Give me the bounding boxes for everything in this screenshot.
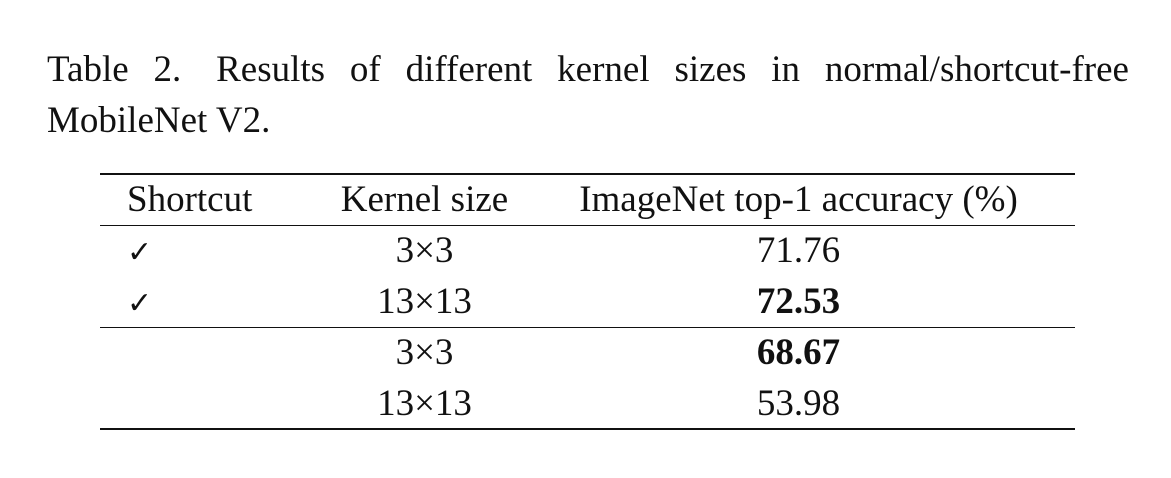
shortcut-cell: [100, 327, 327, 378]
table-row: ✓ 3×3 71.76: [100, 225, 1075, 276]
table-caption-text: Results of different kernel sizes in nor…: [47, 49, 1129, 141]
table-caption-label: Table 2.: [47, 49, 182, 90]
shortcut-cell: [100, 378, 327, 430]
accuracy-cell: 53.98: [522, 378, 1075, 430]
table-row: 13×13 53.98: [100, 378, 1075, 430]
kernel-size-cell: 13×13: [327, 378, 522, 430]
table-caption: Table 2. Results of different kernel siz…: [47, 44, 1129, 146]
accuracy-cell: 72.53: [522, 276, 1075, 328]
kernel-size-cell: 3×3: [395, 332, 454, 374]
accuracy-cell: 68.67: [756, 332, 841, 374]
results-table: Shortcut Kernel size ImageNet top-1 accu…: [100, 173, 1075, 430]
kernel-size-cell: 3×3: [395, 230, 454, 272]
checkmark-icon: ✓: [127, 235, 153, 271]
header-shortcut: Shortcut: [100, 173, 327, 226]
accuracy-cell: 71.76: [756, 230, 841, 272]
table-header-row: Shortcut Kernel size ImageNet top-1 accu…: [100, 173, 1075, 226]
kernel-size-cell: 13×13: [327, 276, 522, 328]
shortcut-cell: ✓: [100, 225, 327, 276]
header-accuracy: ImageNet top-1 accuracy (%): [522, 173, 1075, 226]
table-row: ✓ 13×13 72.53: [100, 276, 1075, 328]
header-kernel-size: Kernel size: [327, 173, 522, 226]
shortcut-cell: ✓: [100, 276, 327, 328]
checkmark-icon: ✓: [127, 285, 153, 321]
table-row: 3×3 68.67: [100, 327, 1075, 378]
